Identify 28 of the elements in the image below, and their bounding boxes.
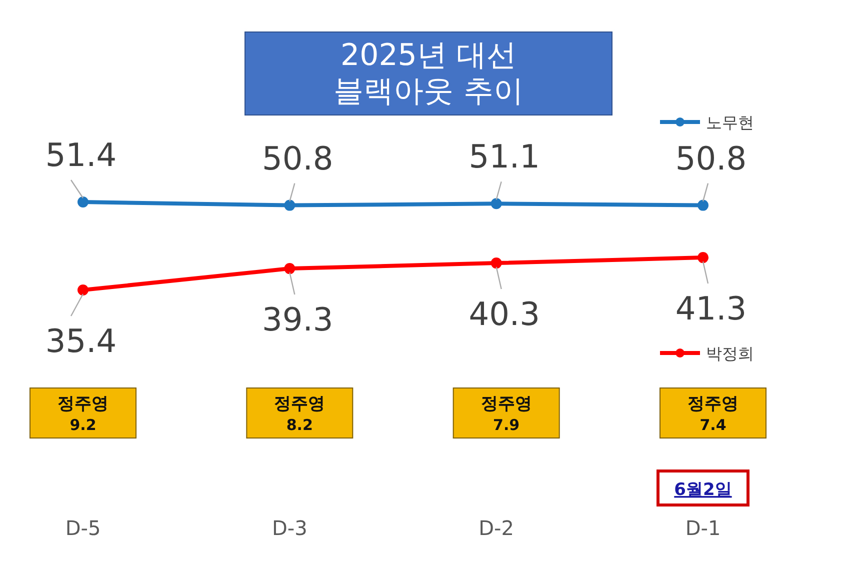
point <box>78 196 88 208</box>
chart-title: 2025년 대선 블랙아웃 추이 <box>245 32 612 115</box>
point <box>284 200 296 211</box>
data-label: 51.1 <box>468 138 540 176</box>
point <box>490 258 502 269</box>
text: 정주영 7.4 <box>688 394 738 434</box>
x-tick-label: D-2 <box>478 516 514 540</box>
data-label: 35.4 <box>45 322 117 360</box>
data-label: 50.8 <box>675 139 747 178</box>
point <box>284 263 296 274</box>
legend-label: 노무현 <box>706 113 754 132</box>
data-label: 41.3 <box>675 290 747 328</box>
text: 정주영 7.9 <box>480 394 532 434</box>
data-label: 39.3 <box>262 300 334 339</box>
legend-label: 박정희 <box>706 344 754 363</box>
text: 정주영 8.2 <box>274 394 326 434</box>
data-label: 40.3 <box>468 295 540 334</box>
x-tick-label: D-3 <box>272 516 308 540</box>
data-label: 50.8 <box>262 139 334 178</box>
x-tick-label: D-5 <box>65 516 101 540</box>
x-tick-label: D-1 <box>685 516 721 540</box>
data-label: 51.4 <box>45 136 117 174</box>
text: 6월2일 <box>674 480 732 500</box>
point <box>698 252 708 264</box>
point <box>490 198 502 210</box>
text: 정주영 9.2 <box>58 394 108 434</box>
point <box>698 200 708 211</box>
point <box>78 284 88 296</box>
